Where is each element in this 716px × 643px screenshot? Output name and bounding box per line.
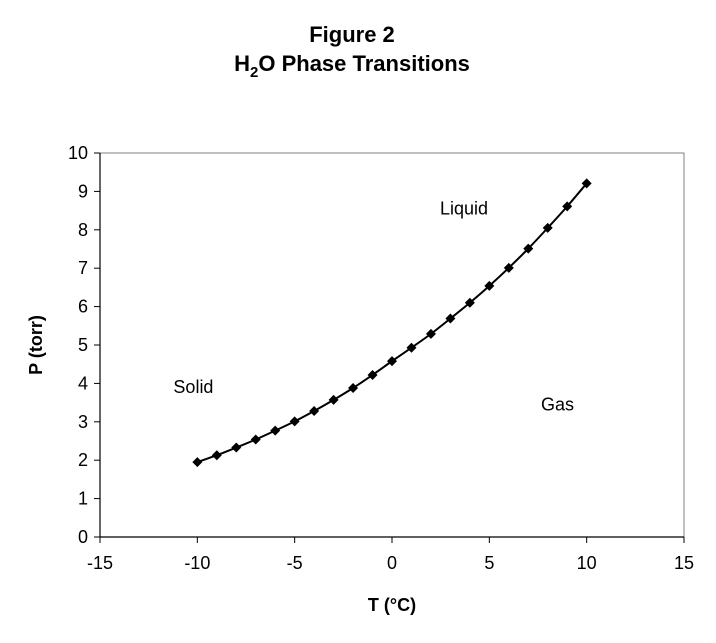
data-point-marker [309,406,320,417]
data-point-marker [445,313,456,324]
series-group [192,178,592,468]
series-line [196,182,588,464]
plot-area [99,152,685,538]
data-point-marker [406,342,417,353]
y-tick-label: 1 [78,489,88,509]
title-suffix: O Phase Transitions [258,51,470,76]
title-subscript: 2 [250,64,258,81]
data-point-marker [523,243,534,254]
x-tick-label: -5 [287,553,303,573]
chart-title-line2: H2O Phase Transitions [234,51,470,81]
data-point-marker [503,262,514,273]
y-axis-label: P (torr) [26,315,46,375]
y-tick-label: 0 [78,527,88,547]
y-tick-label: 3 [78,412,88,432]
region-labels: Liquid Solid Gas [173,198,574,414]
data-point-marker [328,394,339,405]
chart-title-line1: Figure 2 [309,22,395,47]
x-tick-label: 5 [484,553,494,573]
data-point-marker [192,457,203,468]
data-point-marker [484,280,495,291]
y-tick-label: 5 [78,335,88,355]
region-label-solid: Solid [173,377,213,397]
region-label-gas: Gas [541,394,574,414]
y-tick-label: 7 [78,258,88,278]
data-point-marker [387,356,397,367]
data-point-marker [581,178,592,189]
data-point-marker [425,328,436,339]
x-tick-label: -15 [87,553,113,573]
data-point-marker [562,201,573,212]
data-point-marker [250,434,261,445]
x-ticks: -15 -10 -5 0 5 10 15 [87,537,694,573]
data-point-marker [464,297,475,308]
x-tick-label: 0 [387,553,397,573]
y-tick-label: 6 [78,297,88,317]
y-tick-label: 10 [68,143,88,163]
data-point-marker [289,416,300,427]
data-point-marker [367,369,378,380]
y-tick-label: 2 [78,450,88,470]
title-prefix: H [234,51,250,76]
data-point-marker [211,450,222,461]
data-point-marker [270,425,281,436]
y-tick-label: 4 [78,373,88,393]
data-point-marker [231,442,242,453]
data-point-marker [348,383,359,394]
x-tick-label: 15 [674,553,694,573]
x-tick-label: 10 [577,553,597,573]
x-tick-label: -10 [184,553,210,573]
x-axis-label: T (°C) [368,595,416,615]
region-label-liquid: Liquid [440,198,488,218]
data-point-marker [542,222,553,233]
y-tick-label: 8 [78,220,88,240]
y-tick-label: 9 [78,181,88,201]
y-ticks: 0 1 2 3 4 5 6 7 8 9 10 [68,143,100,547]
